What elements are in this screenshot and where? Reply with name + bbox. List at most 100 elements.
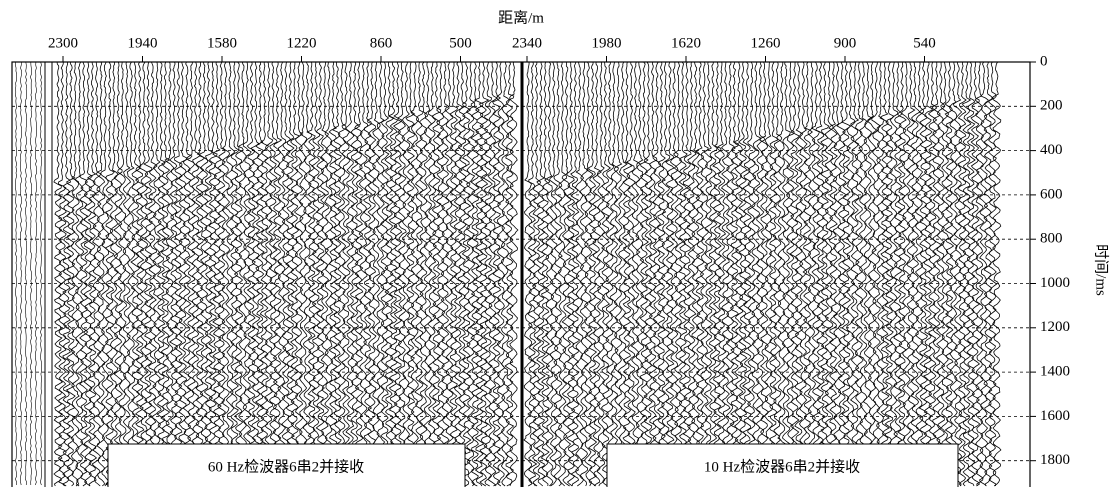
trace bbox=[820, 61, 830, 487]
trace bbox=[832, 61, 843, 487]
trace bbox=[465, 62, 476, 487]
trace bbox=[863, 61, 873, 487]
y-tick-label: 1200 bbox=[1040, 319, 1070, 335]
trace bbox=[62, 61, 72, 487]
trace bbox=[349, 61, 361, 487]
trace bbox=[579, 61, 590, 487]
trace bbox=[931, 61, 942, 487]
trace bbox=[328, 61, 339, 487]
trace bbox=[19, 61, 23, 486]
trace bbox=[665, 61, 675, 487]
trace bbox=[613, 61, 624, 487]
trace bbox=[293, 61, 304, 487]
trace bbox=[729, 61, 740, 487]
trace bbox=[807, 61, 817, 487]
trace bbox=[940, 61, 950, 487]
trace bbox=[86, 61, 98, 487]
trace bbox=[789, 61, 800, 487]
trace bbox=[927, 61, 938, 487]
x-tick-label: 860 bbox=[370, 35, 393, 51]
trace bbox=[268, 61, 278, 487]
trace bbox=[824, 61, 834, 487]
trace bbox=[596, 61, 606, 487]
trace bbox=[565, 61, 576, 487]
trace bbox=[100, 61, 111, 487]
trace bbox=[289, 61, 301, 487]
trace bbox=[574, 61, 585, 487]
trace bbox=[639, 61, 649, 487]
trace bbox=[298, 61, 309, 487]
trace bbox=[544, 61, 555, 487]
trace bbox=[785, 61, 795, 487]
trace bbox=[160, 61, 171, 487]
trace bbox=[849, 61, 860, 487]
trace bbox=[427, 61, 437, 487]
trace bbox=[122, 61, 132, 487]
trace bbox=[772, 61, 783, 487]
trace bbox=[794, 61, 804, 487]
trace bbox=[570, 61, 581, 487]
trace bbox=[896, 61, 907, 487]
trace bbox=[57, 61, 68, 487]
trace bbox=[935, 62, 946, 487]
trace bbox=[509, 61, 519, 487]
trace bbox=[207, 61, 218, 487]
trace bbox=[669, 61, 679, 487]
trace bbox=[918, 61, 929, 487]
trace bbox=[682, 61, 692, 487]
seismic-traces bbox=[14, 61, 1002, 487]
trace bbox=[281, 61, 292, 487]
trace bbox=[759, 61, 770, 487]
trace bbox=[600, 61, 611, 487]
trace bbox=[978, 61, 989, 487]
trace bbox=[173, 62, 184, 487]
trace bbox=[212, 61, 222, 487]
x-tick-label: 2340 bbox=[512, 35, 542, 51]
trace bbox=[952, 61, 963, 487]
trace bbox=[53, 61, 63, 487]
trace bbox=[24, 61, 28, 486]
trace bbox=[840, 61, 852, 487]
x-tick-label: 1940 bbox=[128, 35, 158, 51]
trace bbox=[34, 61, 38, 486]
trace bbox=[444, 61, 454, 487]
trace bbox=[755, 61, 765, 487]
trace bbox=[871, 61, 882, 487]
trace bbox=[113, 61, 124, 487]
trace bbox=[553, 61, 563, 487]
trace bbox=[225, 61, 236, 487]
panel-label: 10 Hz检波器6串2并接收 bbox=[704, 458, 860, 475]
y-tick-label: 400 bbox=[1040, 142, 1063, 158]
trace bbox=[439, 61, 451, 487]
trace bbox=[91, 61, 102, 487]
trace bbox=[461, 61, 472, 487]
trace bbox=[660, 61, 671, 487]
trace bbox=[763, 61, 774, 487]
trace bbox=[630, 61, 642, 487]
trace bbox=[401, 61, 411, 487]
trace bbox=[354, 61, 364, 487]
trace bbox=[879, 61, 890, 487]
trace bbox=[221, 61, 231, 487]
x-tick-label: 2300 bbox=[48, 35, 78, 51]
trace bbox=[246, 61, 257, 487]
trace bbox=[987, 61, 998, 487]
trace bbox=[957, 61, 967, 487]
trace bbox=[893, 61, 903, 487]
panel-label-box bbox=[606, 443, 959, 487]
trace bbox=[259, 62, 270, 487]
y-tick-label: 1000 bbox=[1040, 275, 1070, 291]
trace bbox=[362, 61, 373, 487]
trace bbox=[148, 61, 158, 487]
trace bbox=[191, 61, 201, 487]
trace bbox=[583, 61, 594, 487]
trace bbox=[909, 61, 921, 487]
trace bbox=[523, 61, 533, 487]
trace bbox=[392, 61, 403, 487]
trace bbox=[143, 61, 154, 487]
trace bbox=[810, 61, 822, 487]
y-tick-label: 1400 bbox=[1040, 364, 1070, 380]
trace bbox=[117, 61, 127, 487]
trace bbox=[470, 61, 481, 487]
trace bbox=[535, 61, 547, 487]
